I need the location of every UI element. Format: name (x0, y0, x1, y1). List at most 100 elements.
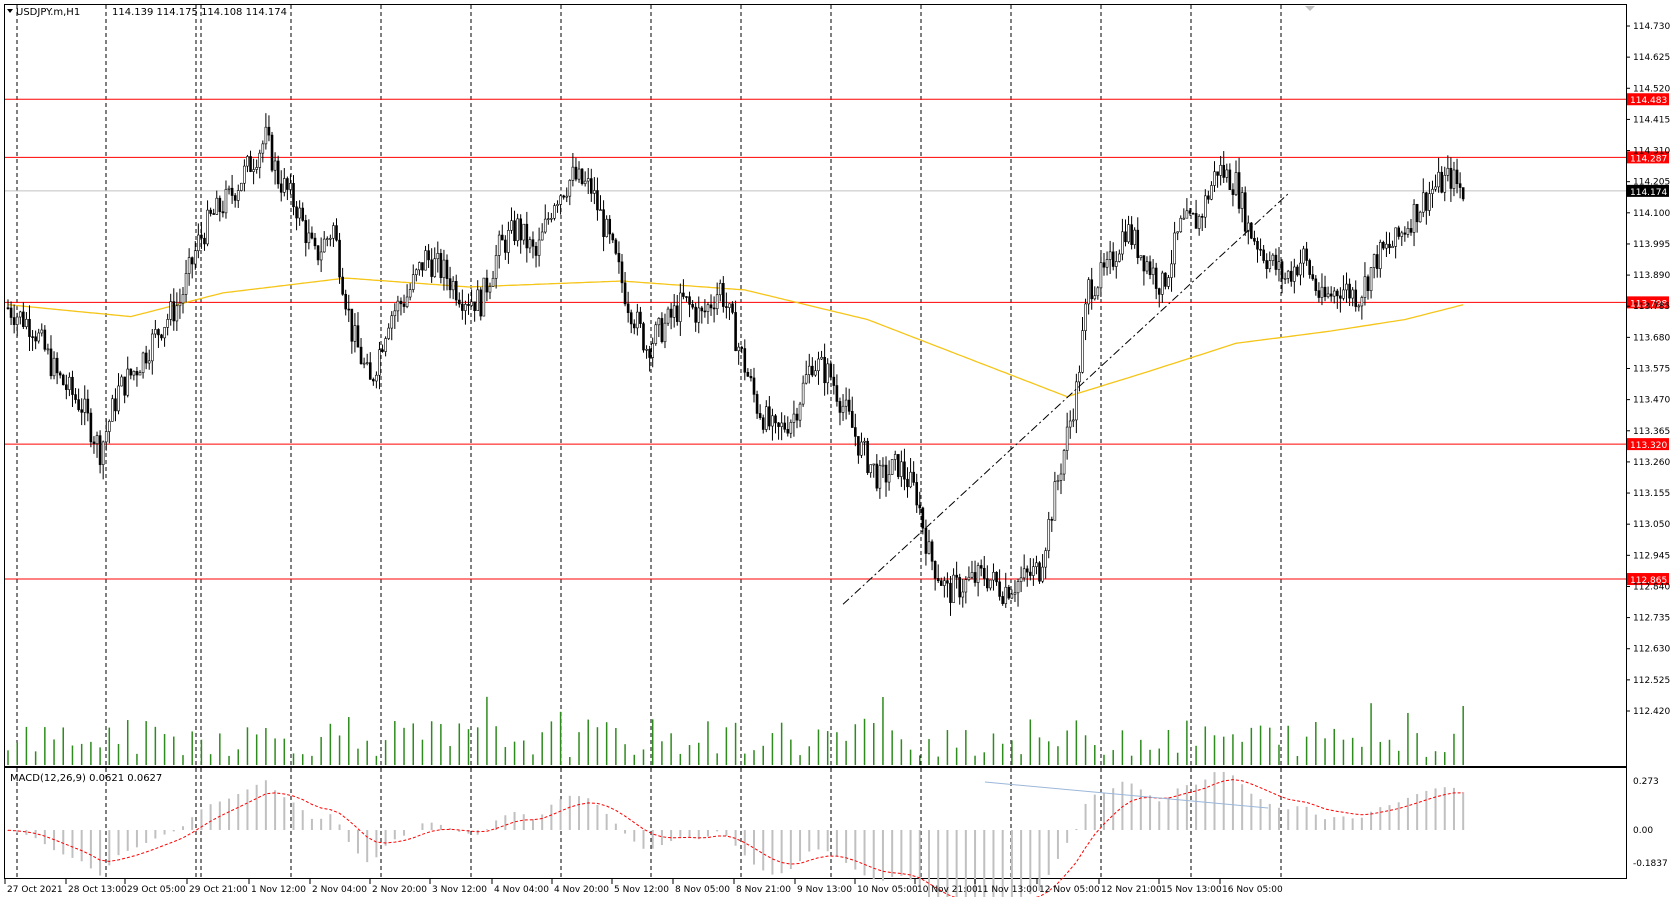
candle-body (1025, 568, 1029, 573)
price-tick-label: 113.680 (1633, 333, 1670, 343)
candle-body (1041, 566, 1044, 582)
time-tick-label: 28 Oct 13:00 (68, 885, 127, 895)
candle-body (295, 206, 298, 219)
price-tick-label: 113.785 (1633, 302, 1670, 312)
candle-body (319, 251, 323, 261)
candle-body (1351, 289, 1354, 299)
candle-body (252, 169, 255, 172)
candle-body (28, 318, 31, 337)
candle-body (258, 152, 262, 168)
price-tick-label: 112.630 (1633, 645, 1670, 655)
candle-body (1191, 212, 1195, 215)
candle-body (86, 398, 90, 414)
candle-body (61, 374, 65, 386)
candle-body (1449, 167, 1453, 189)
level-price-label: 114.483 (1630, 96, 1667, 106)
candle-body (132, 371, 136, 376)
candle-body (341, 276, 344, 295)
candle-body (332, 225, 335, 239)
candle-body (203, 237, 206, 245)
time-tick-label: 4 Nov 04:00 (494, 885, 549, 895)
candle-body (1354, 289, 1358, 307)
candle-body (860, 441, 863, 456)
candle-body (1231, 189, 1235, 195)
candle-body (49, 348, 53, 377)
candle-body (789, 422, 793, 434)
candle-body (1194, 213, 1198, 229)
level-price-tag (1627, 151, 1669, 164)
candle-body (1038, 562, 1041, 582)
candle-body (1409, 228, 1413, 233)
candle-body (430, 259, 433, 277)
candle-body (18, 311, 22, 318)
candle-body (325, 238, 329, 240)
candle-body (313, 237, 317, 247)
candle-body (126, 368, 130, 396)
candle-body (1280, 261, 1284, 279)
candle-body (350, 308, 354, 342)
candle-body (298, 207, 301, 219)
candle-body (46, 348, 50, 351)
candle-body (494, 255, 498, 279)
candle-body (1329, 293, 1333, 297)
candle-body (71, 376, 74, 395)
candle-body (1105, 259, 1109, 268)
price-tick-label: 113.575 (1633, 365, 1670, 375)
candle-body (123, 376, 126, 396)
candle-body (872, 463, 876, 466)
candle-body (1317, 290, 1321, 298)
candle-body (22, 311, 25, 327)
candle-body (411, 274, 415, 290)
price-tick-label: 114.625 (1633, 53, 1670, 63)
candle-body (1286, 270, 1290, 279)
candle-body (666, 308, 670, 324)
candle-body (338, 239, 341, 278)
candle-body (639, 311, 642, 324)
candle-body (273, 160, 277, 171)
candle-body (209, 209, 212, 214)
level-price-tag (1627, 296, 1669, 309)
candle-body (218, 197, 222, 212)
candle-body (421, 262, 424, 271)
candle-body (1366, 276, 1370, 291)
candle-body (1391, 246, 1394, 249)
candle-body (286, 178, 289, 190)
chart-shift-marker[interactable] (1305, 6, 1315, 11)
price-tick-label: 112.840 (1633, 582, 1670, 592)
candle-body (556, 204, 559, 206)
candle-body (550, 217, 553, 220)
candle-body (1302, 248, 1305, 264)
candle-body (758, 413, 762, 419)
candle-body (1418, 211, 1422, 223)
candle-body (540, 231, 544, 241)
candle-body (1179, 217, 1183, 233)
candle-body (746, 371, 750, 377)
candle-body (1323, 286, 1327, 297)
candle-body (1458, 183, 1462, 188)
symbol-dropdown-icon[interactable] (7, 9, 13, 13)
candle-body (596, 190, 599, 211)
price-tick-label: 113.470 (1633, 396, 1670, 406)
candle-body (40, 329, 44, 334)
candle-body (543, 218, 547, 233)
candle-body (359, 346, 363, 365)
candle-body (979, 565, 983, 569)
candle-body (1225, 169, 1229, 178)
candle-body (396, 300, 400, 312)
candle-body (611, 233, 615, 241)
candle-body (424, 250, 427, 271)
candle-body (144, 352, 148, 364)
candle-body (939, 580, 943, 586)
candle-body (906, 478, 909, 488)
candle-body (147, 360, 151, 364)
candle-body (1213, 171, 1216, 186)
time-tick-label: 8 Nov 21:00 (736, 885, 791, 895)
candle-body (1019, 577, 1023, 582)
candle-body (768, 406, 771, 427)
candle-body (1415, 204, 1419, 223)
candle-body (958, 577, 962, 598)
candle-body (135, 371, 139, 376)
candle-body (685, 296, 688, 298)
